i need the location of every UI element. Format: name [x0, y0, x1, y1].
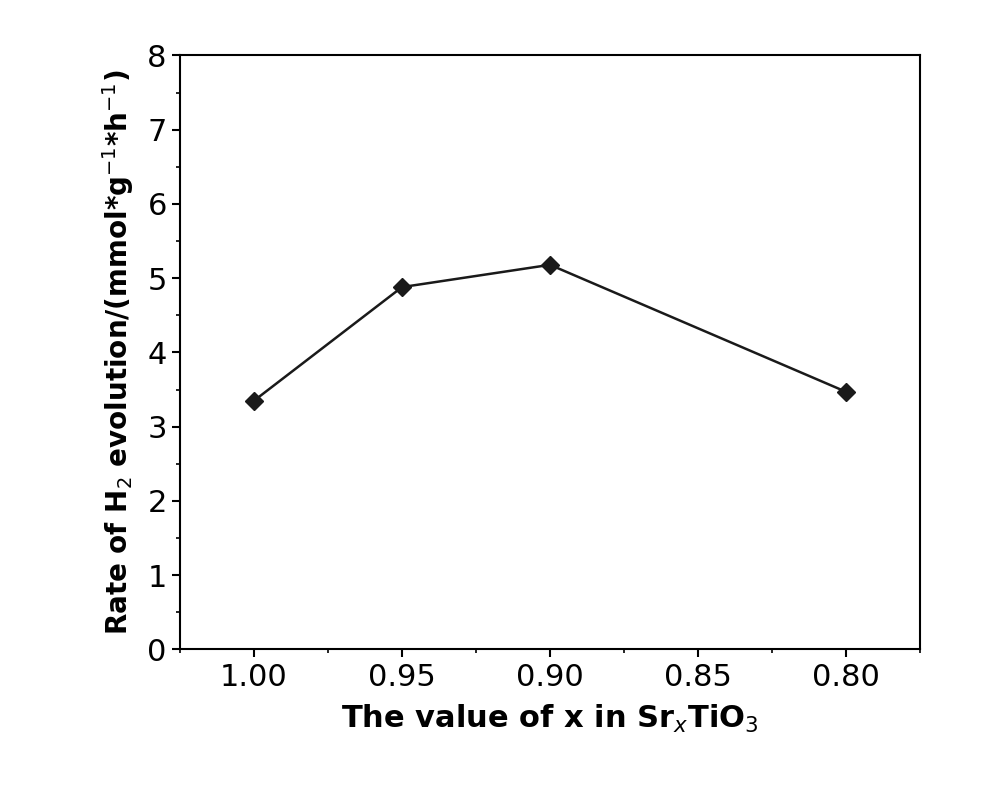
X-axis label: The value of x in Sr$_{x}$TiO$_{3}$: The value of x in Sr$_{x}$TiO$_{3}$ [341, 703, 759, 735]
Y-axis label: Rate of H$_{2}$ evolution/(mmol*g$^{-1}$*h$^{-1}$): Rate of H$_{2}$ evolution/(mmol*g$^{-1}$… [100, 70, 136, 635]
